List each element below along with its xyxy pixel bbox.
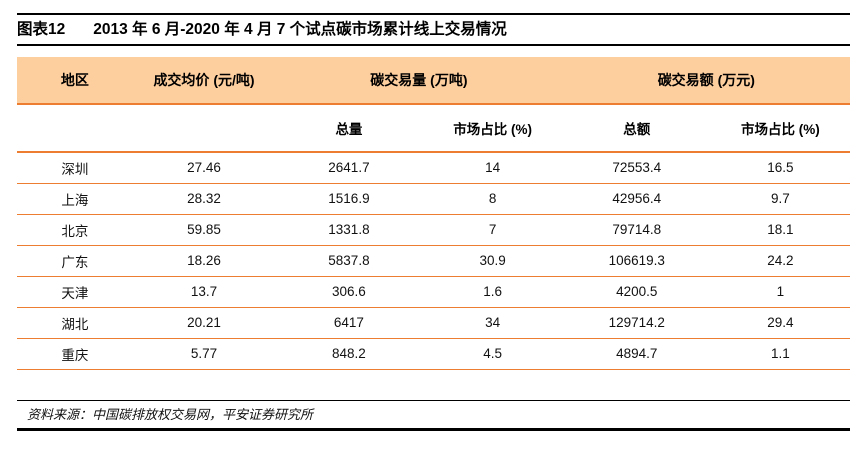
col-header-amount-group: 碳交易额 (万元) <box>562 57 850 105</box>
cell-volume-total: 848.2 <box>275 338 423 370</box>
col-subheader-amount-total: 总额 <box>562 104 711 153</box>
cell-amount-total: 79714.8 <box>562 214 711 246</box>
table-row: 湖北 20.21 6417 34 129714.2 29.4 <box>17 307 850 339</box>
cell-volume-total: 5837.8 <box>275 245 423 277</box>
col-subheader-volume-share: 市场占比 (%) <box>422 104 563 153</box>
col-header-avg-price: 成交均价 (元/吨) <box>132 57 276 105</box>
cell-avg-price: 13.7 <box>132 276 276 308</box>
cell-amount-total: 106619.3 <box>562 245 711 277</box>
cell-region: 北京 <box>17 214 133 246</box>
cell-amount-share: 24.2 <box>710 245 850 277</box>
cell-volume-share: 14 <box>422 152 563 184</box>
cell-volume-share: 4.5 <box>422 338 563 370</box>
cell-amount-share: 18.1 <box>710 214 850 246</box>
cell-amount-total: 42956.4 <box>562 183 711 215</box>
cell-volume-total: 306.6 <box>275 276 423 308</box>
cell-amount-total: 4894.7 <box>562 338 711 370</box>
cell-volume-total: 1516.9 <box>275 183 423 215</box>
cell-volume-total: 1331.8 <box>275 214 423 246</box>
col-header-volume-group: 碳交易量 (万吨) <box>275 57 563 105</box>
table-row: 上海 28.32 1516.9 8 42956.4 9.7 <box>17 183 850 215</box>
table-row: 重庆 5.77 848.2 4.5 4894.7 1.1 <box>17 338 850 370</box>
cell-region: 广东 <box>17 245 133 277</box>
cell-avg-price: 5.77 <box>132 338 276 370</box>
table-row: 天津 13.7 306.6 1.6 4200.5 1 <box>17 276 850 308</box>
carbon-market-table: 地区 成交均价 (元/吨) 碳交易量 (万吨) 碳交易额 (万元) 总量 市场占… <box>17 57 850 370</box>
table-sub-header-row: 总量 市场占比 (%) 总额 市场占比 (%) <box>17 104 850 153</box>
source-note: 资料来源：中国碳排放权交易网，平安证券研究所 <box>27 406 314 422</box>
cell-amount-share: 1.1 <box>710 338 850 370</box>
cell-volume-total: 2641.7 <box>275 152 423 184</box>
cell-volume-share: 1.6 <box>422 276 563 308</box>
table-body: 深圳 27.46 2641.7 14 72553.4 16.5 上海 28.32… <box>17 152 850 370</box>
table-row: 北京 59.85 1331.8 7 79714.8 18.1 <box>17 214 850 246</box>
cell-amount-total: 129714.2 <box>562 307 711 339</box>
cell-region: 上海 <box>17 183 133 215</box>
cell-amount-total: 72553.4 <box>562 152 711 184</box>
figure-title-block: 图表12 2013 年 6 月-2020 年 4 月 7 个试点碳市场累计线上交易… <box>17 13 850 46</box>
cell-amount-share: 9.7 <box>710 183 850 215</box>
cell-region: 湖北 <box>17 307 133 339</box>
col-header-region: 地区 <box>17 57 133 105</box>
cell-volume-share: 30.9 <box>422 245 563 277</box>
cell-avg-price: 18.26 <box>132 245 276 277</box>
col-subheader-volume-total: 总量 <box>275 104 423 153</box>
cell-avg-price: 59.85 <box>132 214 276 246</box>
col-subheader-amount-share: 市场占比 (%) <box>710 104 850 153</box>
cell-avg-price: 28.32 <box>132 183 276 215</box>
col-subheader-empty-region <box>17 104 133 153</box>
cell-avg-price: 27.46 <box>132 152 276 184</box>
table-row: 广东 18.26 5837.8 30.9 106619.3 24.2 <box>17 245 850 277</box>
cell-amount-total: 4200.5 <box>562 276 711 308</box>
cell-volume-share: 7 <box>422 214 563 246</box>
figure-label: 图表12 <box>17 21 66 38</box>
cell-volume-total: 6417 <box>275 307 423 339</box>
table-row: 深圳 27.46 2641.7 14 72553.4 16.5 <box>17 152 850 184</box>
col-subheader-empty-price <box>132 104 276 153</box>
figure-title: 2013 年 6 月-2020 年 4 月 7 个试点碳市场累计线上交易情况 <box>93 21 507 38</box>
cell-amount-share: 16.5 <box>710 152 850 184</box>
cell-region: 天津 <box>17 276 133 308</box>
table-group-header-row: 地区 成交均价 (元/吨) 碳交易量 (万吨) 碳交易额 (万元) <box>17 57 850 105</box>
cell-avg-price: 20.21 <box>132 307 276 339</box>
cell-amount-share: 1 <box>710 276 850 308</box>
cell-amount-share: 29.4 <box>710 307 850 339</box>
cell-volume-share: 34 <box>422 307 563 339</box>
cell-region: 深圳 <box>17 152 133 184</box>
report-figure-page: 图表12 2013 年 6 月-2020 年 4 月 7 个试点碳市场累计线上交易… <box>17 13 850 431</box>
cell-region: 重庆 <box>17 338 133 370</box>
cell-volume-share: 8 <box>422 183 563 215</box>
source-note-block: 资料来源：中国碳排放权交易网，平安证券研究所 <box>17 399 850 431</box>
